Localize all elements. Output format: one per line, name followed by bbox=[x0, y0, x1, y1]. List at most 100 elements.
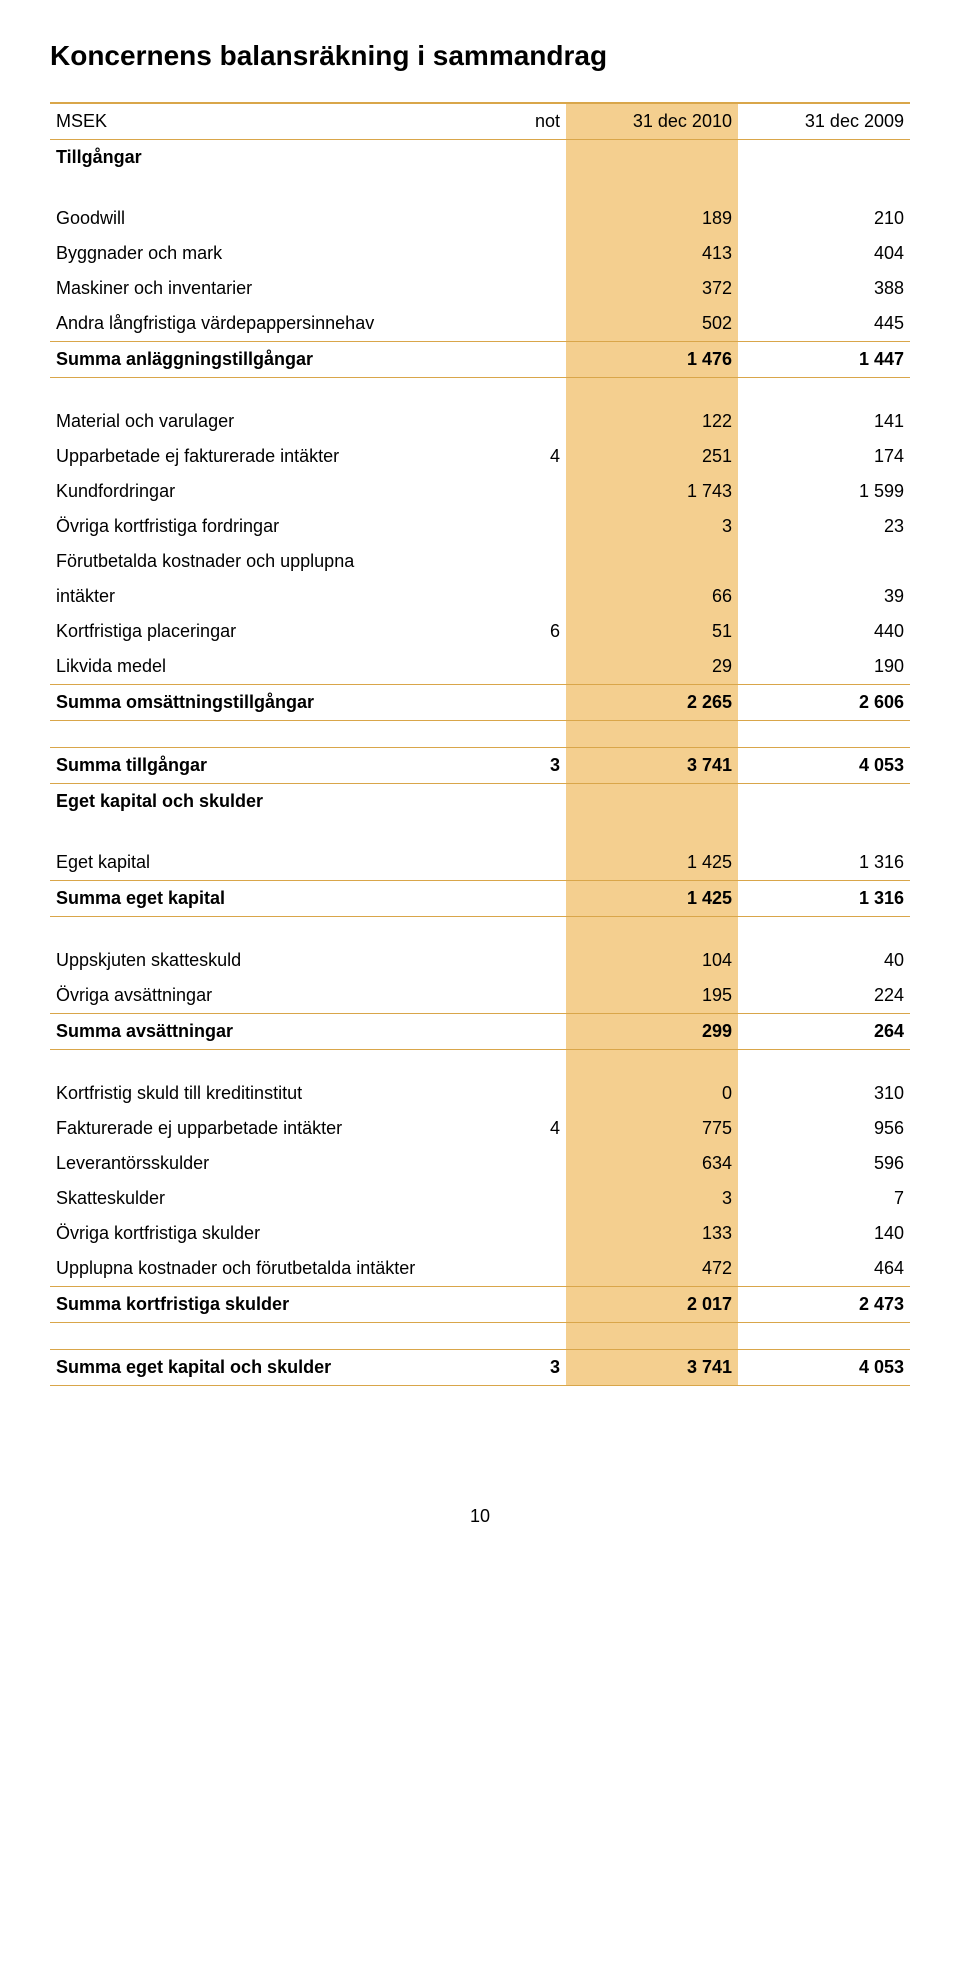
row-v1: 1 425 bbox=[566, 845, 738, 881]
row-v1: 3 741 bbox=[566, 748, 738, 784]
row-v1: 51 bbox=[566, 614, 738, 649]
row-v2: 1 316 bbox=[738, 881, 910, 917]
balance-sheet-table: MSEK not 31 dec 2010 31 dec 2009 Tillgån… bbox=[50, 102, 910, 1386]
row-v2: 141 bbox=[738, 404, 910, 439]
table-row: Material och varulager 122 141 bbox=[50, 404, 910, 439]
row-label: Uppskjuten skatteskuld bbox=[50, 943, 497, 978]
section-heading: Tillgångar bbox=[50, 140, 497, 176]
row-v1: 1 425 bbox=[566, 881, 738, 917]
row-not: 4 bbox=[497, 1111, 566, 1146]
row-label: Skatteskulder bbox=[50, 1181, 497, 1216]
row-not: 6 bbox=[497, 614, 566, 649]
row-v2: 2 606 bbox=[738, 685, 910, 721]
row-label: Maskiner och inventarier bbox=[50, 271, 497, 306]
row-label: Övriga avsättningar bbox=[50, 978, 497, 1014]
section-assets: Tillgångar bbox=[50, 140, 910, 176]
row-v2: 1 316 bbox=[738, 845, 910, 881]
row-label: Förutbetalda kostnader och upplupna bbox=[50, 544, 497, 579]
row-v1: 299 bbox=[566, 1014, 738, 1050]
row-label: Kortfristiga placeringar bbox=[50, 614, 497, 649]
row-label: Fakturerade ej upparbetade intäkter bbox=[50, 1111, 497, 1146]
row-v1: 1 476 bbox=[566, 342, 738, 378]
row-v1: 775 bbox=[566, 1111, 738, 1146]
table-row-sum: Summa kortfristiga skulder 2 017 2 473 bbox=[50, 1287, 910, 1323]
row-v1: 413 bbox=[566, 236, 738, 271]
table-row: Övriga kortfristiga fordringar 3 23 bbox=[50, 509, 910, 544]
row-v2: 23 bbox=[738, 509, 910, 544]
table-row: Upparbetade ej fakturerade intäkter 4 25… bbox=[50, 439, 910, 474]
row-label: Material och varulager bbox=[50, 404, 497, 439]
row-label: Summa tillgångar bbox=[50, 748, 497, 784]
row-not: 3 bbox=[497, 748, 566, 784]
row-v2: 445 bbox=[738, 306, 910, 342]
row-v2: 224 bbox=[738, 978, 910, 1014]
row-v2: 464 bbox=[738, 1251, 910, 1287]
table-row-total: Summa tillgångar 3 3 741 4 053 bbox=[50, 748, 910, 784]
row-not: 4 bbox=[497, 439, 566, 474]
table-row: Kundfordringar 1 743 1 599 bbox=[50, 474, 910, 509]
row-v2: 4 053 bbox=[738, 1350, 910, 1386]
row-label: Eget kapital bbox=[50, 845, 497, 881]
table-row: Goodwill 189 210 bbox=[50, 201, 910, 236]
row-v1: 195 bbox=[566, 978, 738, 1014]
row-v2: 264 bbox=[738, 1014, 910, 1050]
row-v2: 956 bbox=[738, 1111, 910, 1146]
table-row: Eget kapital 1 425 1 316 bbox=[50, 845, 910, 881]
row-v2: 140 bbox=[738, 1216, 910, 1251]
row-v2: 440 bbox=[738, 614, 910, 649]
table-row: Andra långfristiga värdepappersinnehav 5… bbox=[50, 306, 910, 342]
page-number: 10 bbox=[50, 1506, 910, 1527]
table-row: Övriga kortfristiga skulder 133 140 bbox=[50, 1216, 910, 1251]
row-v2: 388 bbox=[738, 271, 910, 306]
row-label: Upparbetade ej fakturerade intäkter bbox=[50, 439, 497, 474]
row-v1: 0 bbox=[566, 1076, 738, 1111]
header-col1: 31 dec 2010 bbox=[566, 103, 738, 140]
row-v2: 174 bbox=[738, 439, 910, 474]
row-label: Likvida medel bbox=[50, 649, 497, 685]
row-v2: 596 bbox=[738, 1146, 910, 1181]
table-row: Förutbetalda kostnader och upplupna bbox=[50, 544, 910, 579]
row-label: Övriga kortfristiga fordringar bbox=[50, 509, 497, 544]
row-label: Byggnader och mark bbox=[50, 236, 497, 271]
row-label: Summa anläggningstillgångar bbox=[50, 342, 497, 378]
table-row: Fakturerade ej upparbetade intäkter 4 77… bbox=[50, 1111, 910, 1146]
row-v2: 210 bbox=[738, 201, 910, 236]
table-row: Byggnader och mark 413 404 bbox=[50, 236, 910, 271]
row-v1: 251 bbox=[566, 439, 738, 474]
table-row: Leverantörsskulder 634 596 bbox=[50, 1146, 910, 1181]
table-row: Skatteskulder 3 7 bbox=[50, 1181, 910, 1216]
table-row-sum: Summa anläggningstillgångar 1 476 1 447 bbox=[50, 342, 910, 378]
row-v1: 634 bbox=[566, 1146, 738, 1181]
row-label: Summa kortfristiga skulder bbox=[50, 1287, 497, 1323]
table-row: Maskiner och inventarier 372 388 bbox=[50, 271, 910, 306]
table-header-row: MSEK not 31 dec 2010 31 dec 2009 bbox=[50, 103, 910, 140]
table-row: intäkter 66 39 bbox=[50, 579, 910, 614]
row-v2: 310 bbox=[738, 1076, 910, 1111]
table-row: Likvida medel 29 190 bbox=[50, 649, 910, 685]
row-v1: 472 bbox=[566, 1251, 738, 1287]
row-v1: 2 017 bbox=[566, 1287, 738, 1323]
row-v1: 3 bbox=[566, 1181, 738, 1216]
row-v1: 2 265 bbox=[566, 685, 738, 721]
row-v1: 502 bbox=[566, 306, 738, 342]
row-v1: 3 741 bbox=[566, 1350, 738, 1386]
row-not bbox=[497, 201, 566, 236]
row-v2: 190 bbox=[738, 649, 910, 685]
section-heading: Eget kapital och skulder bbox=[50, 784, 497, 820]
page-title: Koncernens balansräkning i sammandrag bbox=[50, 40, 910, 72]
row-v1: 372 bbox=[566, 271, 738, 306]
row-v2: 4 053 bbox=[738, 748, 910, 784]
row-v1: 3 bbox=[566, 509, 738, 544]
row-v2: 39 bbox=[738, 579, 910, 614]
row-v2: 1 599 bbox=[738, 474, 910, 509]
row-v2: 1 447 bbox=[738, 342, 910, 378]
table-row-sum: Summa omsättningstillgångar 2 265 2 606 bbox=[50, 685, 910, 721]
header-msek: MSEK bbox=[50, 103, 497, 140]
row-v2: 7 bbox=[738, 1181, 910, 1216]
row-v1: 66 bbox=[566, 579, 738, 614]
table-row: Kortfristiga placeringar 6 51 440 bbox=[50, 614, 910, 649]
row-label: Summa omsättningstillgångar bbox=[50, 685, 497, 721]
header-col2: 31 dec 2009 bbox=[738, 103, 910, 140]
row-v1: 189 bbox=[566, 201, 738, 236]
row-v1: 133 bbox=[566, 1216, 738, 1251]
